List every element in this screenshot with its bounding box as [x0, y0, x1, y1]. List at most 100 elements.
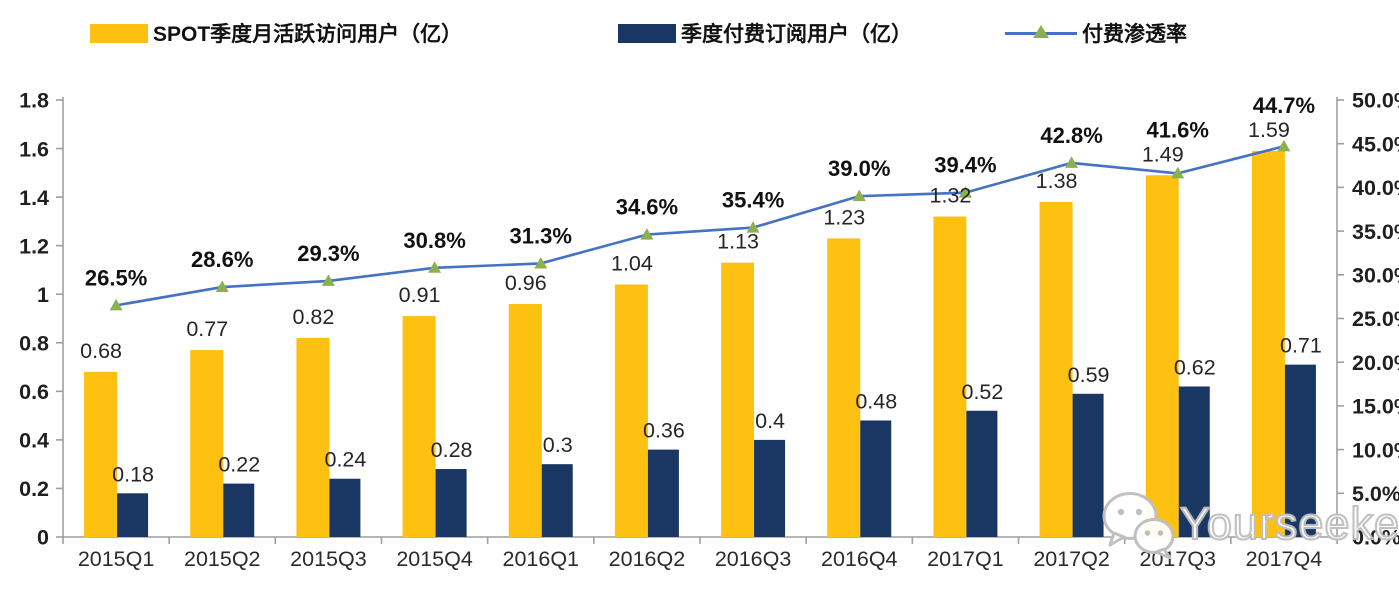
- x-label-2016Q1: 2016Q1: [502, 547, 579, 571]
- sub-label-2017Q1: 0.52: [961, 380, 1003, 404]
- sub-label-2016Q4: 0.48: [855, 389, 897, 413]
- mau-label-2015Q1: 0.68: [80, 339, 122, 363]
- right-tick-label: 35.0%: [1352, 220, 1399, 244]
- rate-label-2017Q4: 44.7%: [1253, 93, 1315, 118]
- sub-bar-2017Q1: [966, 410, 998, 537]
- sub-label-2015Q1: 0.18: [112, 462, 154, 486]
- mau-label-2016Q3: 1.13: [717, 230, 759, 254]
- x-label-2015Q3: 2015Q3: [290, 547, 367, 571]
- rate-marker-2016Q4: [852, 189, 866, 202]
- x-label-2015Q4: 2015Q4: [396, 547, 473, 571]
- legend-item-mau: SPOT季度月活跃访问用户（亿）: [90, 20, 462, 46]
- left-tick-label: 0.4: [19, 429, 49, 453]
- rate-marker-2015Q3: [321, 274, 335, 286]
- mau-bar-2015Q3: [296, 337, 330, 537]
- rate-label-2016Q2: 34.6%: [616, 195, 678, 220]
- sub-bar-2017Q2: [1072, 393, 1104, 537]
- x-label-2017Q2: 2017Q2: [1033, 547, 1110, 571]
- left-tick-label: 1.2: [19, 234, 49, 258]
- sub-bar-2015Q1: [117, 493, 149, 537]
- right-tick-label: 10.0%: [1352, 438, 1399, 462]
- sub-bar-2016Q3: [754, 439, 786, 537]
- left-tick-label: 1.6: [19, 137, 49, 161]
- mau-bar-2017Q2: [1039, 201, 1073, 537]
- rate-marker-2017Q1: [958, 186, 972, 198]
- sub-label-2016Q3: 0.4: [755, 409, 785, 433]
- mau-bar-2015Q4: [402, 316, 436, 537]
- sub-bar-2017Q3: [1178, 386, 1210, 537]
- x-label-2017Q3: 2017Q3: [1139, 547, 1216, 571]
- legend-label-mau: SPOT季度月活跃访问用户（亿）: [153, 23, 463, 46]
- rate-marker-2017Q3: [1171, 166, 1185, 179]
- sub-bar-2016Q2: [647, 449, 679, 537]
- left-tick-label: 1.4: [19, 186, 49, 210]
- rate-label-2016Q3: 35.4%: [722, 188, 784, 213]
- mau-bar-2017Q1: [933, 216, 967, 538]
- sub-label-2017Q4: 0.71: [1280, 334, 1322, 358]
- mau-bar-2016Q1: [508, 303, 542, 537]
- mau-label-2015Q4: 0.91: [399, 283, 441, 307]
- right-tick-label: 30.0%: [1352, 264, 1399, 288]
- sub-bar-2017Q4: [1284, 364, 1316, 537]
- rate-marker-2017Q4: [1277, 139, 1291, 152]
- left-tick-label: 0.2: [19, 477, 49, 501]
- rate-line: [115, 145, 1285, 307]
- rate-label-2015Q4: 30.8%: [403, 228, 465, 253]
- mau-label-2016Q2: 1.04: [611, 252, 653, 276]
- right-tick-label: 5.0%: [1352, 482, 1399, 506]
- mau-label-2017Q1: 1.32: [929, 184, 971, 208]
- sub-bar-2016Q1: [541, 464, 573, 537]
- rate-marker-2016Q3: [746, 221, 760, 233]
- legend-item-sub: 季度付费订阅用户（亿）: [618, 20, 912, 46]
- mau-bar-2015Q2: [190, 350, 224, 537]
- x-label-2015Q2: 2015Q2: [184, 547, 261, 571]
- rate-marker-2015Q2: [215, 280, 229, 293]
- legend-item-rate: 付费渗透率: [1005, 20, 1187, 46]
- mau-label-2016Q4: 1.23: [823, 205, 865, 229]
- rate-label-2017Q1: 39.4%: [934, 153, 996, 178]
- sub-label-2016Q2: 0.36: [643, 419, 685, 443]
- triangle-marker-icon: [1033, 25, 1049, 38]
- x-label-2016Q4: 2016Q4: [821, 547, 898, 571]
- left-tick-label: 0.6: [19, 380, 49, 404]
- rate-label-2017Q3: 41.6%: [1147, 117, 1209, 142]
- x-label-2016Q3: 2016Q3: [715, 547, 792, 571]
- x-label-2017Q4: 2017Q4: [1246, 547, 1323, 571]
- sub-label-2017Q2: 0.59: [1068, 363, 1110, 387]
- mau-swatch: [90, 23, 148, 43]
- sub-bar-2015Q4: [435, 469, 467, 537]
- sub-label-2016Q1: 0.3: [543, 433, 573, 457]
- right-tick-label: 0.0%: [1352, 526, 1399, 550]
- left-tick-label: 0: [37, 526, 49, 550]
- left-tick-label: 1: [37, 283, 49, 307]
- rate-marker-2015Q4: [428, 261, 442, 273]
- mau-label-2017Q4: 1.59: [1248, 118, 1290, 142]
- rate-line-swatch: [1005, 23, 1077, 43]
- rate-label-2015Q2: 28.6%: [191, 247, 253, 272]
- x-label-2017Q1: 2017Q1: [927, 547, 1004, 571]
- sub-label-2015Q2: 0.22: [218, 453, 260, 477]
- mau-label-2017Q3: 1.49: [1142, 142, 1184, 166]
- sub-label-2015Q4: 0.28: [431, 438, 473, 462]
- rate-marker-2017Q2: [1065, 156, 1079, 168]
- mau-label-2016Q1: 0.96: [505, 271, 547, 295]
- rate-label-2015Q1: 26.5%: [85, 265, 147, 290]
- mau-bar-2016Q4: [827, 238, 861, 537]
- x-label-2015Q1: 2015Q1: [78, 547, 155, 571]
- legend-label-sub: 季度付费订阅用户（亿）: [681, 23, 912, 46]
- rate-marker-2015Q1: [109, 298, 123, 311]
- right-tick-label: 45.0%: [1352, 132, 1399, 156]
- right-tick-label: 50.0%: [1352, 89, 1399, 113]
- left-tick-label: 0.8: [19, 332, 49, 356]
- rate-marker-2016Q1: [534, 256, 548, 269]
- sub-label-2017Q3: 0.62: [1174, 355, 1216, 379]
- left-tick-label: 1.8: [19, 89, 49, 113]
- mau-label-2015Q3: 0.82: [292, 305, 334, 329]
- sub-bar-2016Q4: [860, 420, 892, 537]
- right-tick-label: 25.0%: [1352, 307, 1399, 331]
- right-tick-label: 40.0%: [1352, 176, 1399, 200]
- rate-marker-2016Q2: [640, 228, 654, 240]
- rate-label-2017Q2: 42.8%: [1040, 123, 1102, 148]
- mau-bar-2016Q2: [614, 284, 648, 537]
